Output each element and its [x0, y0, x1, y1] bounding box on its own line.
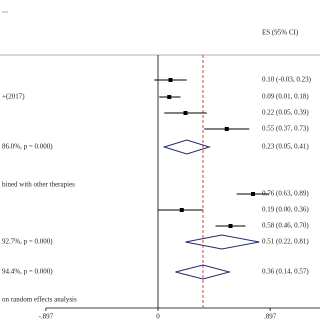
effect-size-label: 0.51 (0.22, 0.81) — [262, 238, 309, 246]
row-label: 92.7%, p = 0.000) — [2, 238, 53, 246]
effect-size-label: 0.19 (0.00, 0.36) — [262, 206, 309, 214]
effect-size-label: 0.58 (0.46, 0.70) — [262, 222, 309, 230]
x-tick-label: 0 — [156, 313, 160, 320]
point-estimate — [183, 111, 188, 115]
row-label: bined with other therapies — [2, 181, 75, 189]
x-tick-label: .897 — [264, 313, 277, 320]
point-estimate — [179, 208, 184, 212]
effect-size-label: 0.76 (0.63, 0.89) — [262, 190, 309, 198]
row-label: +(2017) — [2, 93, 25, 101]
effect-size-label: 0.55 (0.37, 0.73) — [262, 125, 309, 133]
effect-size-label: 0.22 (0.05, 0.39) — [262, 109, 309, 117]
pooled-diamond — [175, 264, 232, 280]
effect-size-label: 0.23 (0.05, 0.41) — [262, 143, 309, 151]
effect-size-label: 0.10 (-0.03, 0.23) — [262, 76, 312, 84]
point-estimate — [251, 192, 255, 196]
point-estimate — [228, 224, 233, 228]
effect-size-label: 0.36 (0.14, 0.57) — [262, 268, 309, 276]
column-title: ES (95% CI) — [262, 29, 299, 37]
row-label: 86.0%, p = 0.000) — [2, 143, 53, 151]
row-label: 94.4%, p = 0.000) — [2, 268, 53, 276]
row-label: on random effects analysis — [2, 296, 77, 304]
pooled-diamond — [185, 234, 260, 250]
point-estimate — [168, 78, 173, 82]
x-tick-label: -.897 — [39, 313, 54, 320]
pooled-diamond — [162, 139, 211, 155]
point-estimate — [167, 95, 172, 99]
effect-size-label: 0.09 (0.01, 0.18) — [262, 93, 309, 101]
point-estimate — [224, 127, 229, 131]
